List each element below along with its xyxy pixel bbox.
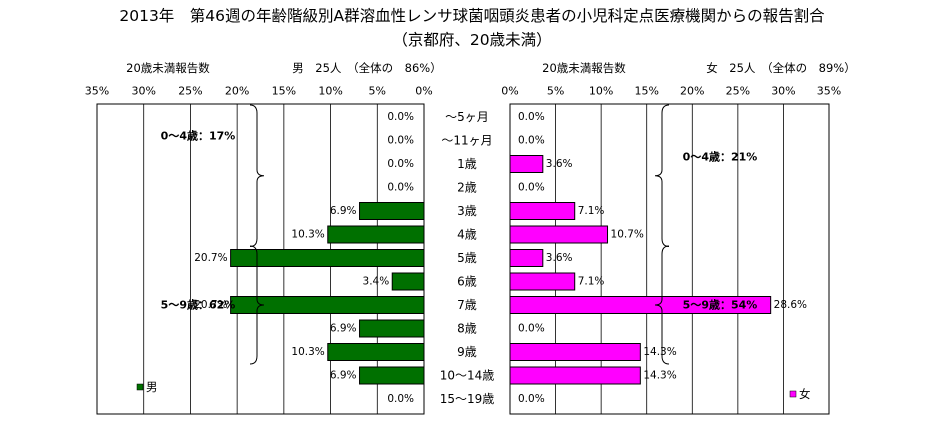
female-value-label: 14.3%: [643, 370, 676, 382]
age-category-label: 10～14歳: [440, 369, 495, 383]
female-value-label: 10.7%: [611, 229, 644, 241]
female-header-total: 女 25人 （全体の 89%）: [706, 61, 855, 75]
male-value-label: 3.4%: [363, 276, 390, 288]
female-axis-tick-label: 5%: [547, 85, 564, 98]
female-axis-tick-label: 10%: [589, 85, 613, 98]
female-bar: [509, 202, 576, 220]
male-header-count-label: 20歳未満報告数: [126, 61, 210, 75]
female-bar: [509, 155, 544, 173]
male-axis-tick-label: 5%: [369, 85, 386, 98]
female-axis-tick-label: 35%: [817, 85, 841, 98]
male-group-label: 5～9歳：62%: [161, 298, 236, 312]
male-value-label: 0.0%: [387, 182, 414, 194]
female-bar: [509, 366, 641, 385]
male-axis-tick-label: 20%: [225, 85, 249, 98]
female-value-label: 0.0%: [518, 323, 545, 335]
male-bar: [391, 272, 425, 291]
male-bar: [359, 202, 425, 220]
female-bar: [509, 272, 576, 291]
male-axis-tick-label: 10%: [318, 85, 342, 98]
chart-subtitle: （京都府、20歳未満）: [392, 31, 552, 49]
age-category-label: 6歳: [457, 275, 477, 289]
female-legend-swatch: [789, 390, 797, 398]
male-bar: [327, 343, 425, 361]
male-group-brace: [249, 245, 265, 365]
age-category-label: ～11ヶ月: [441, 134, 492, 148]
chart-title: 2013年 第46週の年齢階級別A群溶血性レンサ球菌咽頭炎患者の小児科定点医療機…: [119, 7, 825, 25]
female-group-brace: [654, 104, 670, 247]
male-legend-swatch: [136, 383, 144, 391]
female-axis-tick-label: 20%: [680, 85, 704, 98]
male-value-label: 6.9%: [330, 323, 357, 335]
age-category-label: 15～19歳: [440, 392, 495, 406]
male-group-brace: [249, 104, 265, 247]
age-category-label: 9歳: [457, 345, 477, 359]
female-axis-tick-label: 25%: [726, 85, 750, 98]
female-group-brace: [654, 245, 670, 365]
male-value-label: 6.9%: [330, 370, 357, 382]
male-bar: [230, 249, 425, 267]
male-bar: [359, 319, 425, 338]
female-value-label: 28.6%: [774, 299, 807, 311]
age-category-label: 3歳: [457, 204, 477, 218]
male-bar: [327, 225, 425, 244]
female-bar: [509, 296, 772, 314]
male-bar: [230, 296, 425, 314]
male-axis-tick-label: 15%: [272, 85, 296, 98]
age-category-label: 5歳: [457, 251, 477, 265]
age-category-label: 7歳: [457, 298, 477, 312]
female-value-label: 0.0%: [518, 182, 545, 194]
age-category-label: 2歳: [457, 181, 477, 195]
age-category-label: 8歳: [457, 322, 477, 336]
male-axis-tick-label: 30%: [131, 85, 155, 98]
male-value-label: 0.0%: [387, 158, 414, 170]
female-value-label: 3.6%: [546, 252, 573, 264]
age-category-label: 4歳: [457, 228, 477, 242]
male-legend-label: 男: [146, 380, 158, 394]
male-group-label: 0～4歳：17%: [161, 129, 236, 143]
female-value-label: 7.1%: [578, 205, 605, 217]
female-value-label: 0.0%: [518, 111, 545, 123]
female-value-label: 14.3%: [643, 346, 676, 358]
female-axis-tick-label: 30%: [771, 85, 795, 98]
male-value-label: 10.3%: [291, 346, 324, 358]
male-value-label: 6.9%: [330, 205, 357, 217]
male-axis-tick-label: 25%: [178, 85, 202, 98]
female-bar: [509, 249, 544, 267]
male-axis-tick-label: 0%: [415, 85, 432, 98]
male-bar: [359, 366, 425, 385]
age-category-label: 1歳: [457, 157, 477, 171]
age-category-label: ～5ヶ月: [445, 110, 489, 124]
female-axis-tick-label: 15%: [634, 85, 658, 98]
female-axis-tick-label: 0%: [501, 85, 518, 98]
female-group-label: 5～9歳：54%: [683, 298, 758, 312]
female-group-label: 0～4歳：21%: [683, 150, 758, 164]
male-value-label: 0.0%: [387, 393, 414, 405]
female-header-count-label: 20歳未満報告数: [542, 61, 626, 75]
female-value-label: 0.0%: [518, 393, 545, 405]
male-value-label: 20.7%: [194, 299, 227, 311]
male-value-label: 0.0%: [387, 135, 414, 147]
male-value-label: 0.0%: [387, 111, 414, 123]
female-legend-label: 女: [799, 387, 811, 401]
male-value-label: 20.7%: [194, 252, 227, 264]
female-bar: [509, 343, 641, 361]
female-value-label: 0.0%: [518, 135, 545, 147]
male-axis-tick-label: 35%: [85, 85, 109, 98]
female-value-label: 7.1%: [578, 276, 605, 288]
male-header-total: 男 25人 （全体の 86%）: [292, 61, 441, 75]
female-value-label: 3.6%: [546, 158, 573, 170]
female-bar: [509, 225, 609, 244]
male-value-label: 10.3%: [291, 229, 324, 241]
